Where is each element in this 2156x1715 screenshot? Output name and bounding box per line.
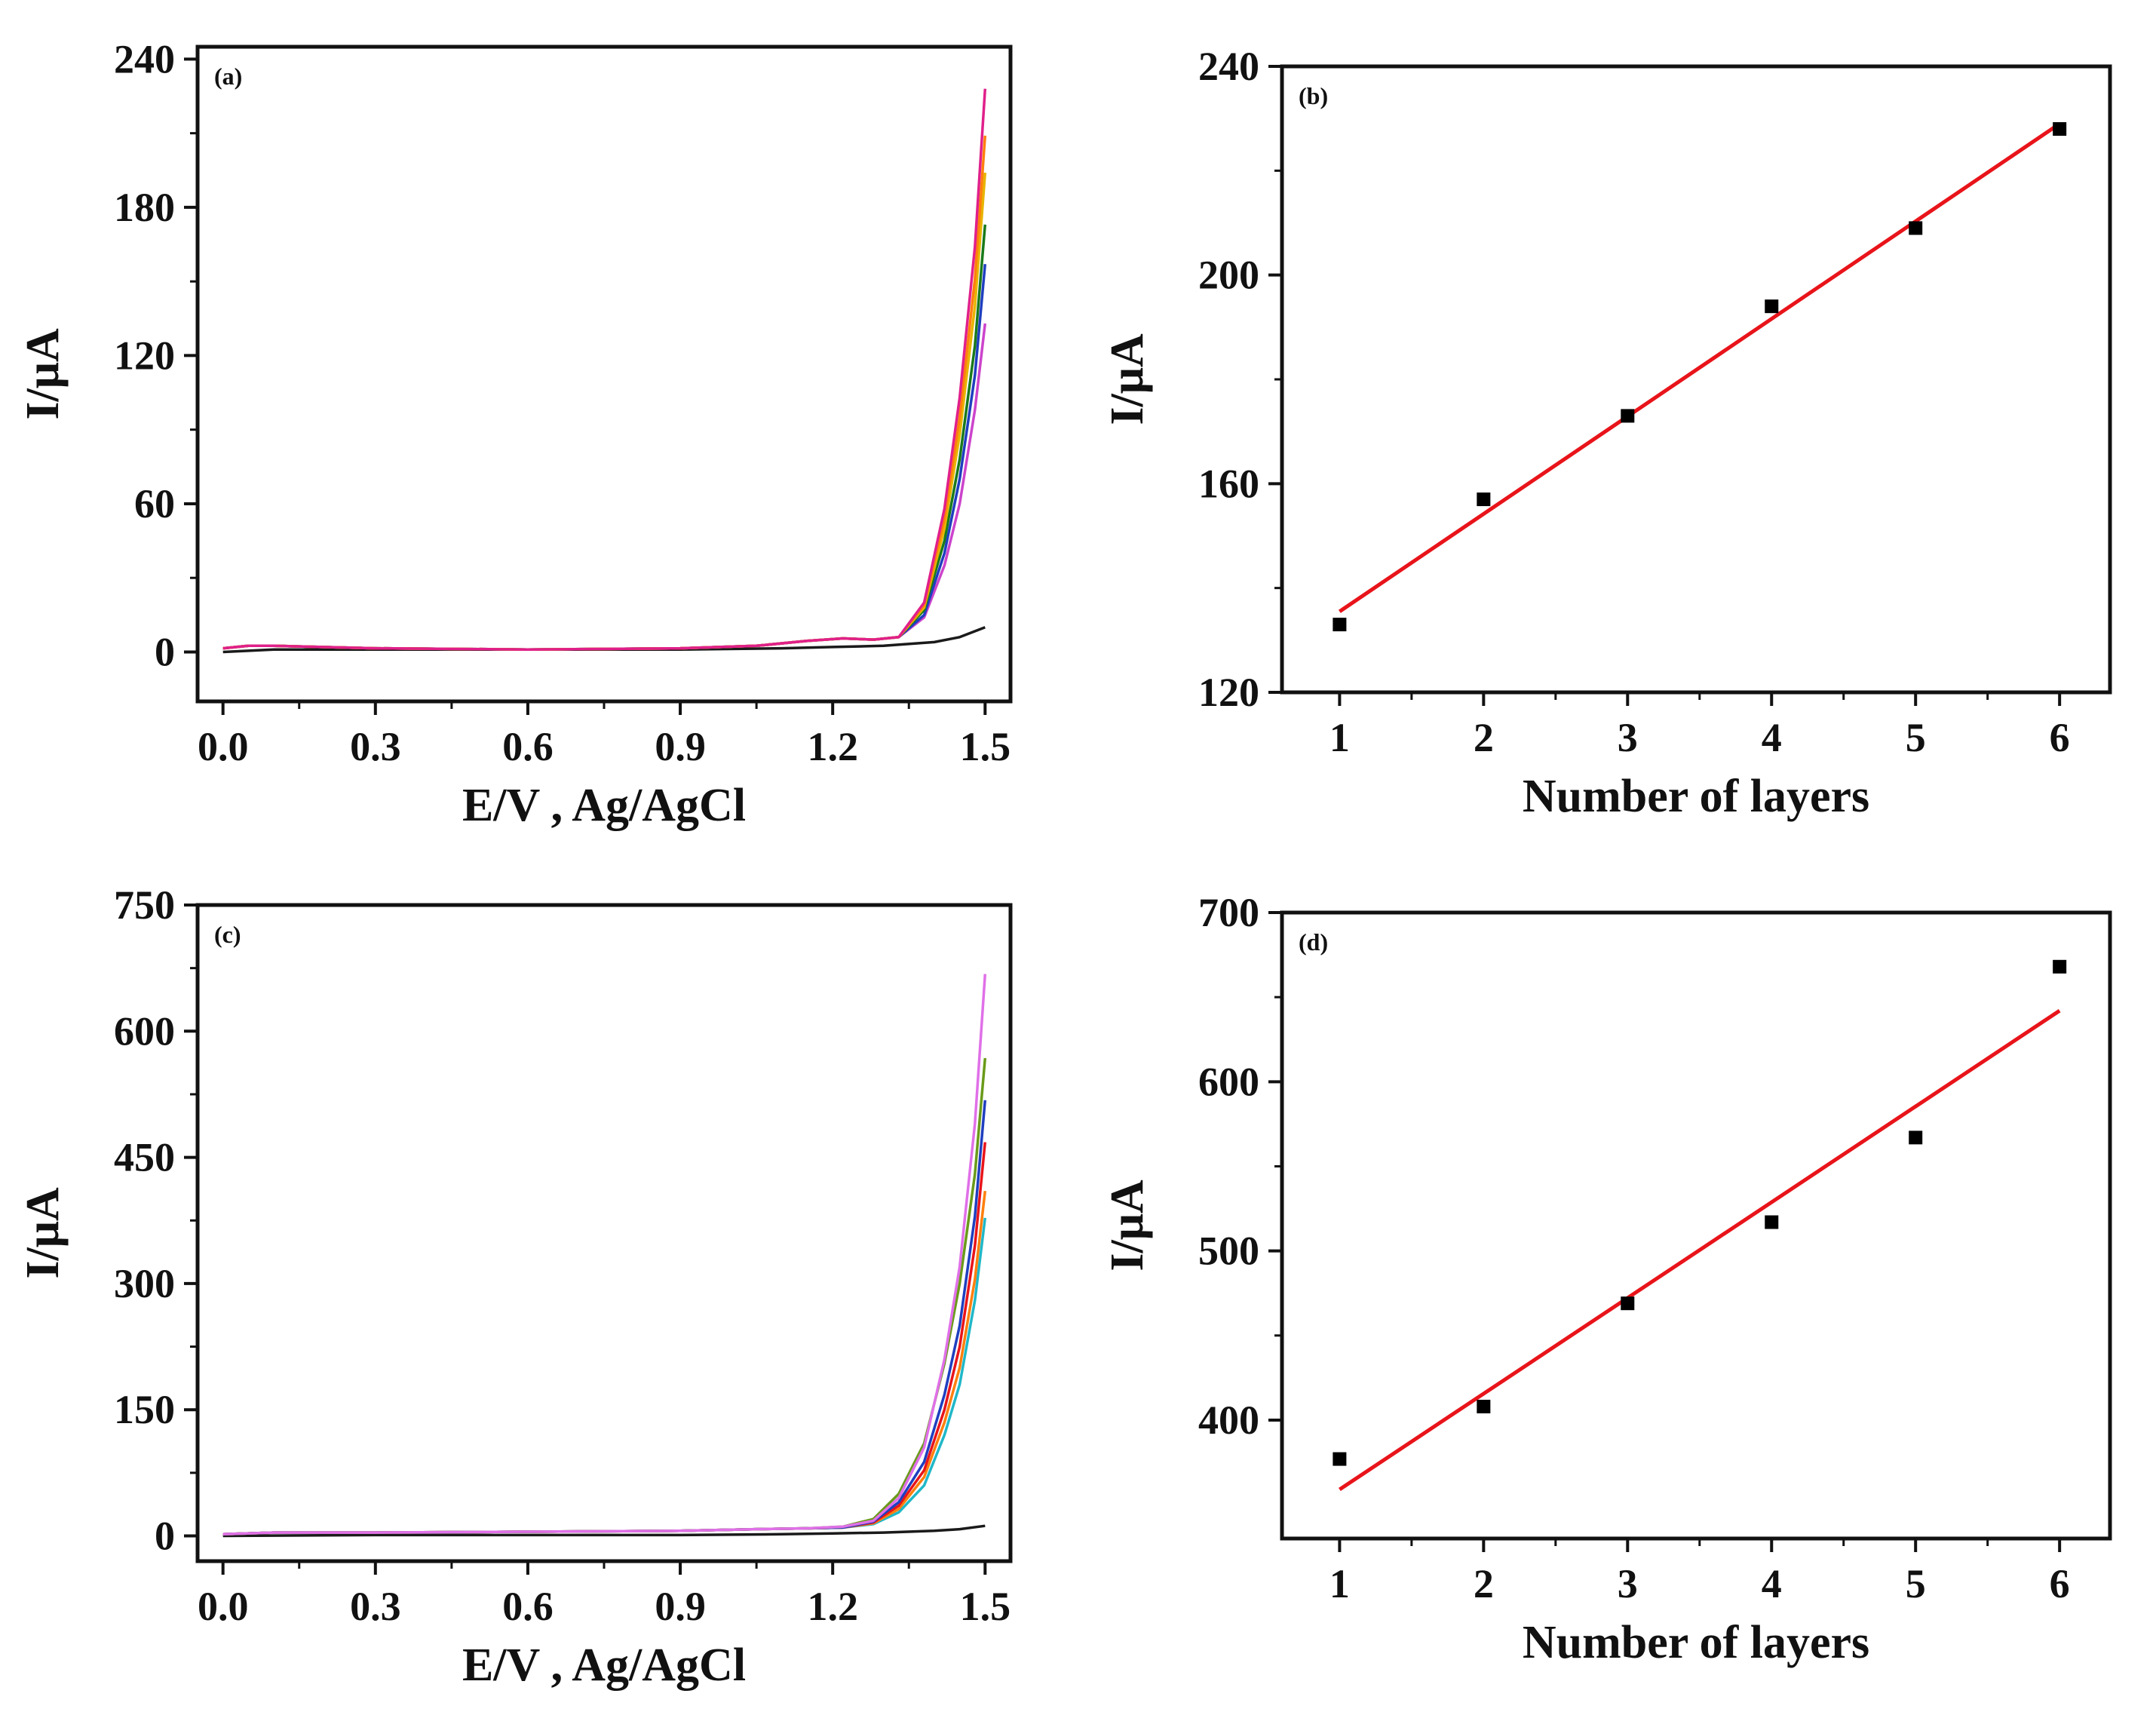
panel-1-x-tick-label: 1.2: [807, 724, 858, 769]
panel-3-series-1: [222, 1217, 987, 1536]
panel-2-data-point: [2053, 122, 2067, 136]
panel-4-y-tick-label: 400: [1198, 1397, 1259, 1443]
panel-1-label: (a): [214, 63, 242, 90]
panel-3-x-tick-label: 0.0: [198, 1584, 249, 1629]
panel-3-y-tick-label: 150: [114, 1387, 175, 1432]
panel-1-y-tick-label: 180: [114, 185, 175, 230]
panel-3-y-tick-label: 750: [114, 882, 175, 928]
panel-4-data-point: [1333, 1452, 1347, 1466]
panel-1-y-axis-title: I/μA: [17, 328, 69, 420]
panel-1-series-3: [222, 224, 987, 651]
panel-1-y-tick-label: 0: [155, 629, 175, 674]
panel-4-data-point: [1621, 1296, 1635, 1311]
panel-1-frame: [195, 44, 1013, 704]
panel-4-data-point: [1909, 1131, 1923, 1145]
panel-2-y-tick-label: 200: [1198, 253, 1259, 298]
panel-3-series-6: [222, 974, 987, 1536]
panel-3-series-2: [222, 1190, 987, 1536]
panel-2-frame: [1280, 64, 2112, 695]
panel-1-y-tick-label: 240: [114, 36, 175, 81]
panel-2-x-tick-label: 3: [1618, 715, 1638, 760]
panel-3-x-axis-title: E/V , Ag/AgCl: [462, 1640, 746, 1691]
panel-3-series-0: [222, 1524, 986, 1538]
panel-4-y-tick-label: 700: [1198, 890, 1259, 935]
panel-1-series-2: [222, 264, 987, 651]
panel-2-x-tick-label: 4: [1762, 715, 1782, 760]
panel-4-data-point: [1477, 1400, 1491, 1414]
panel-4-x-tick-label: 5: [1906, 1561, 1926, 1606]
panel-2-label: (b): [1299, 82, 1328, 109]
panel-2-x-tick-label: 6: [2050, 715, 2070, 760]
panel-3-label: (c): [214, 921, 241, 948]
panel-1-series-6: [222, 88, 987, 651]
panel-3-y-tick-label: 0: [155, 1514, 175, 1559]
panel-2-data-point: [1477, 492, 1491, 507]
panel-4: 1 2 3 4 5 6 400 500 600 700 (d) Number of layers I/μ…: [1102, 890, 2112, 1668]
panel-1-y-tick-label: 120: [114, 333, 175, 378]
panel-3-series-3: [222, 1142, 987, 1536]
panel-2-data-point: [1333, 618, 1347, 632]
panel-3-x-tick-label: 1.2: [807, 1584, 858, 1629]
panel-2-y-axis-title: I/μA: [1102, 333, 1153, 425]
panel-2-x-axis-title: Number of layers: [1523, 771, 1869, 822]
panel-3-x-tick-label: 0.9: [655, 1584, 706, 1629]
panel-4-data-point: [2053, 959, 2067, 974]
panel-3-y-tick-label: 300: [114, 1261, 175, 1306]
panel-3-x-tick-label: 0.3: [350, 1584, 401, 1629]
panel-1-x-axis-title: E/V , Ag/AgCl: [462, 780, 746, 831]
panel-4-y-axis-title: I/μA: [1102, 1180, 1153, 1272]
panel-4-y-tick-label: 600: [1198, 1059, 1259, 1104]
panel-3-frame: [195, 903, 1013, 1563]
panel-1-x-tick-label: 0.9: [655, 724, 706, 769]
panel-4-x-tick-label: 1: [1329, 1561, 1350, 1606]
panel-2-data-point: [1765, 299, 1779, 314]
panel-4-data-point: [1765, 1215, 1779, 1229]
panel-4-y-tick-label: 500: [1198, 1229, 1259, 1274]
panel-4-x-axis-title: Number of layers: [1523, 1617, 1869, 1668]
panel-2-x-tick-label: 1: [1329, 715, 1350, 760]
panel-2-data-point: [1621, 409, 1635, 423]
panel-2-x-tick-label: 2: [1474, 715, 1494, 760]
panel-3-y-tick-label: 600: [114, 1008, 175, 1054]
panel-4-x-tick-label: 6: [2050, 1561, 2070, 1606]
panel-4-fit-line: [1338, 1009, 2061, 1492]
panel-4-label: (d): [1299, 928, 1328, 956]
panel-1-series-1: [222, 323, 987, 651]
panel-1-series-5: [222, 135, 987, 651]
panel-4-frame: [1280, 910, 2112, 1541]
panel-1-x-tick-label: 0.6: [502, 724, 554, 769]
panel-4-x-tick-label: 4: [1762, 1561, 1782, 1606]
panel-1: 0.0 0.3 0.6 0.9 1.2 1.5 0 60 120 180 240 (a) E/V , A…: [17, 36, 1013, 831]
panel-2-fit-line: [1338, 122, 2061, 613]
panel-4-x-tick-label: 2: [1474, 1561, 1494, 1606]
panel-3-series-5: [222, 1057, 987, 1536]
panel-2-x-tick-label: 5: [1906, 715, 1926, 760]
panel-2-y-tick-label: 240: [1198, 44, 1259, 89]
panel-3-x-tick-label: 0.6: [502, 1584, 554, 1629]
panel-3-y-axis-title: I/μA: [17, 1187, 69, 1279]
panel-1-x-tick-label: 1.5: [960, 724, 1011, 769]
panel-3: 0.0 0.3 0.6 0.9 1.2 1.5 0 150 300 450 600 750 (c) E/V…: [17, 882, 1013, 1691]
panel-3-x-tick-label: 1.5: [960, 1584, 1011, 1629]
panel-1-series-0: [222, 626, 986, 654]
panel-2-data-point: [1909, 221, 1923, 235]
panel-3-series-4: [222, 1100, 987, 1536]
panel-1-x-tick-label: 0.3: [350, 724, 401, 769]
panel-1-y-tick-label: 60: [134, 481, 175, 526]
panel-4-x-tick-label: 3: [1618, 1561, 1638, 1606]
panel-3-y-tick-label: 450: [114, 1135, 175, 1180]
panel-2: 1 2 3 4 5 6 120 160 200 240 (b) Number of layers I/μ…: [1102, 44, 2112, 822]
panel-2-y-tick-label: 160: [1198, 461, 1259, 506]
panel-1-x-tick-label: 0.0: [198, 724, 249, 769]
panel-2-y-tick-label: 120: [1198, 670, 1259, 715]
panel-1-series-4: [222, 172, 987, 651]
